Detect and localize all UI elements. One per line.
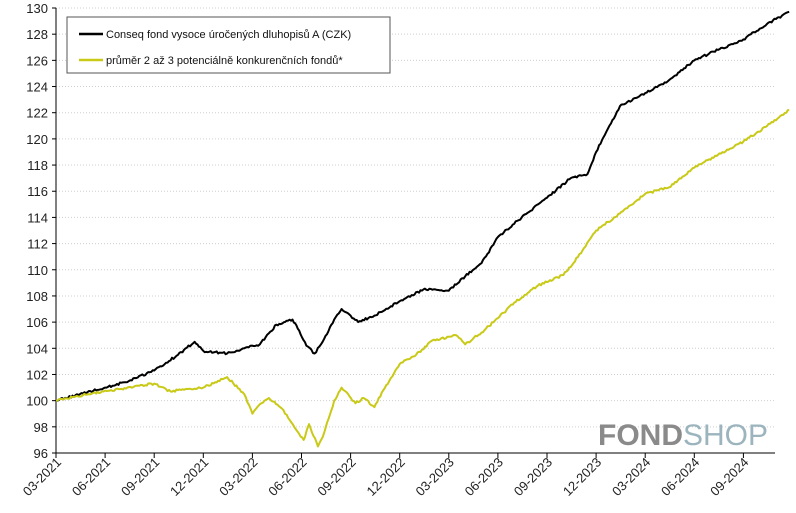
y-tick-label: 122 (26, 106, 48, 121)
y-tick-label: 114 (27, 210, 48, 225)
y-tick-label: 108 (26, 289, 48, 304)
y-tick-label: 106 (26, 315, 48, 330)
legend-box (66, 16, 391, 74)
y-tick-label: 118 (27, 158, 48, 173)
x-tick-label: 12-2021 (167, 455, 211, 499)
y-axis-ticks: 96 98 100 102 104 106 108 110 112 114 116 118 120 122… (26, 1, 56, 461)
x-tick-label: 09-2024 (707, 455, 751, 499)
x-tick-label: 03-2021 (20, 455, 64, 499)
x-tick-label: 06-2021 (69, 455, 113, 499)
y-tick-label: 98 (34, 420, 48, 435)
logo-text-fond: FOND (598, 419, 683, 452)
y-tick-label: 130 (26, 1, 48, 16)
x-tick-label: 06-2023 (462, 455, 506, 499)
x-tick-label: 09-2021 (118, 455, 162, 499)
axes (55, 8, 775, 454)
y-tick-label: 116 (27, 184, 48, 199)
x-tick-label: 06-2022 (265, 455, 309, 499)
y-tick-label: 104 (26, 341, 48, 356)
y-tick-label: 102 (26, 367, 48, 382)
x-tick-label: 09-2022 (314, 455, 358, 499)
x-tick-label: 03-2022 (216, 455, 260, 499)
y-tick-label: 110 (27, 263, 48, 278)
y-tick-label: 100 (26, 394, 48, 409)
y-tick-label: 126 (26, 53, 48, 68)
series-line-conseq (55, 10, 790, 402)
legend-label-conseq: Conseq fond vysoce úročených dluhopisů A… (106, 29, 351, 41)
legend-label-average: průměr 2 až 3 potenciálně konkurenčních … (106, 55, 343, 67)
x-tick-label: 09-2023 (511, 455, 555, 499)
x-tick-label: 06-2024 (658, 455, 702, 499)
y-tick-label: 124 (26, 80, 48, 95)
y-tick-label: 96 (34, 446, 48, 461)
x-tick-label: 03-2024 (609, 455, 653, 499)
fondshop-logo: FONDSHOP (598, 419, 768, 453)
y-tick-label: 120 (26, 132, 48, 147)
y-tick-label: 112 (27, 237, 48, 252)
x-tick-label: 12-2023 (560, 455, 604, 499)
x-axis-ticks: 03-2021 06-2021 09-2021 12-2021 03-2022 06-20… (20, 453, 752, 499)
logo-text-shop: SHOP (683, 419, 769, 452)
series-lines (55, 10, 790, 448)
series-line-average (56, 109, 790, 448)
x-tick-label: 12-2022 (363, 455, 407, 499)
legend: Conseq fond vysoce úročených dluhopisů A… (66, 16, 391, 74)
y-tick-label: 128 (26, 27, 48, 42)
x-tick-label: 03-2023 (413, 455, 457, 499)
